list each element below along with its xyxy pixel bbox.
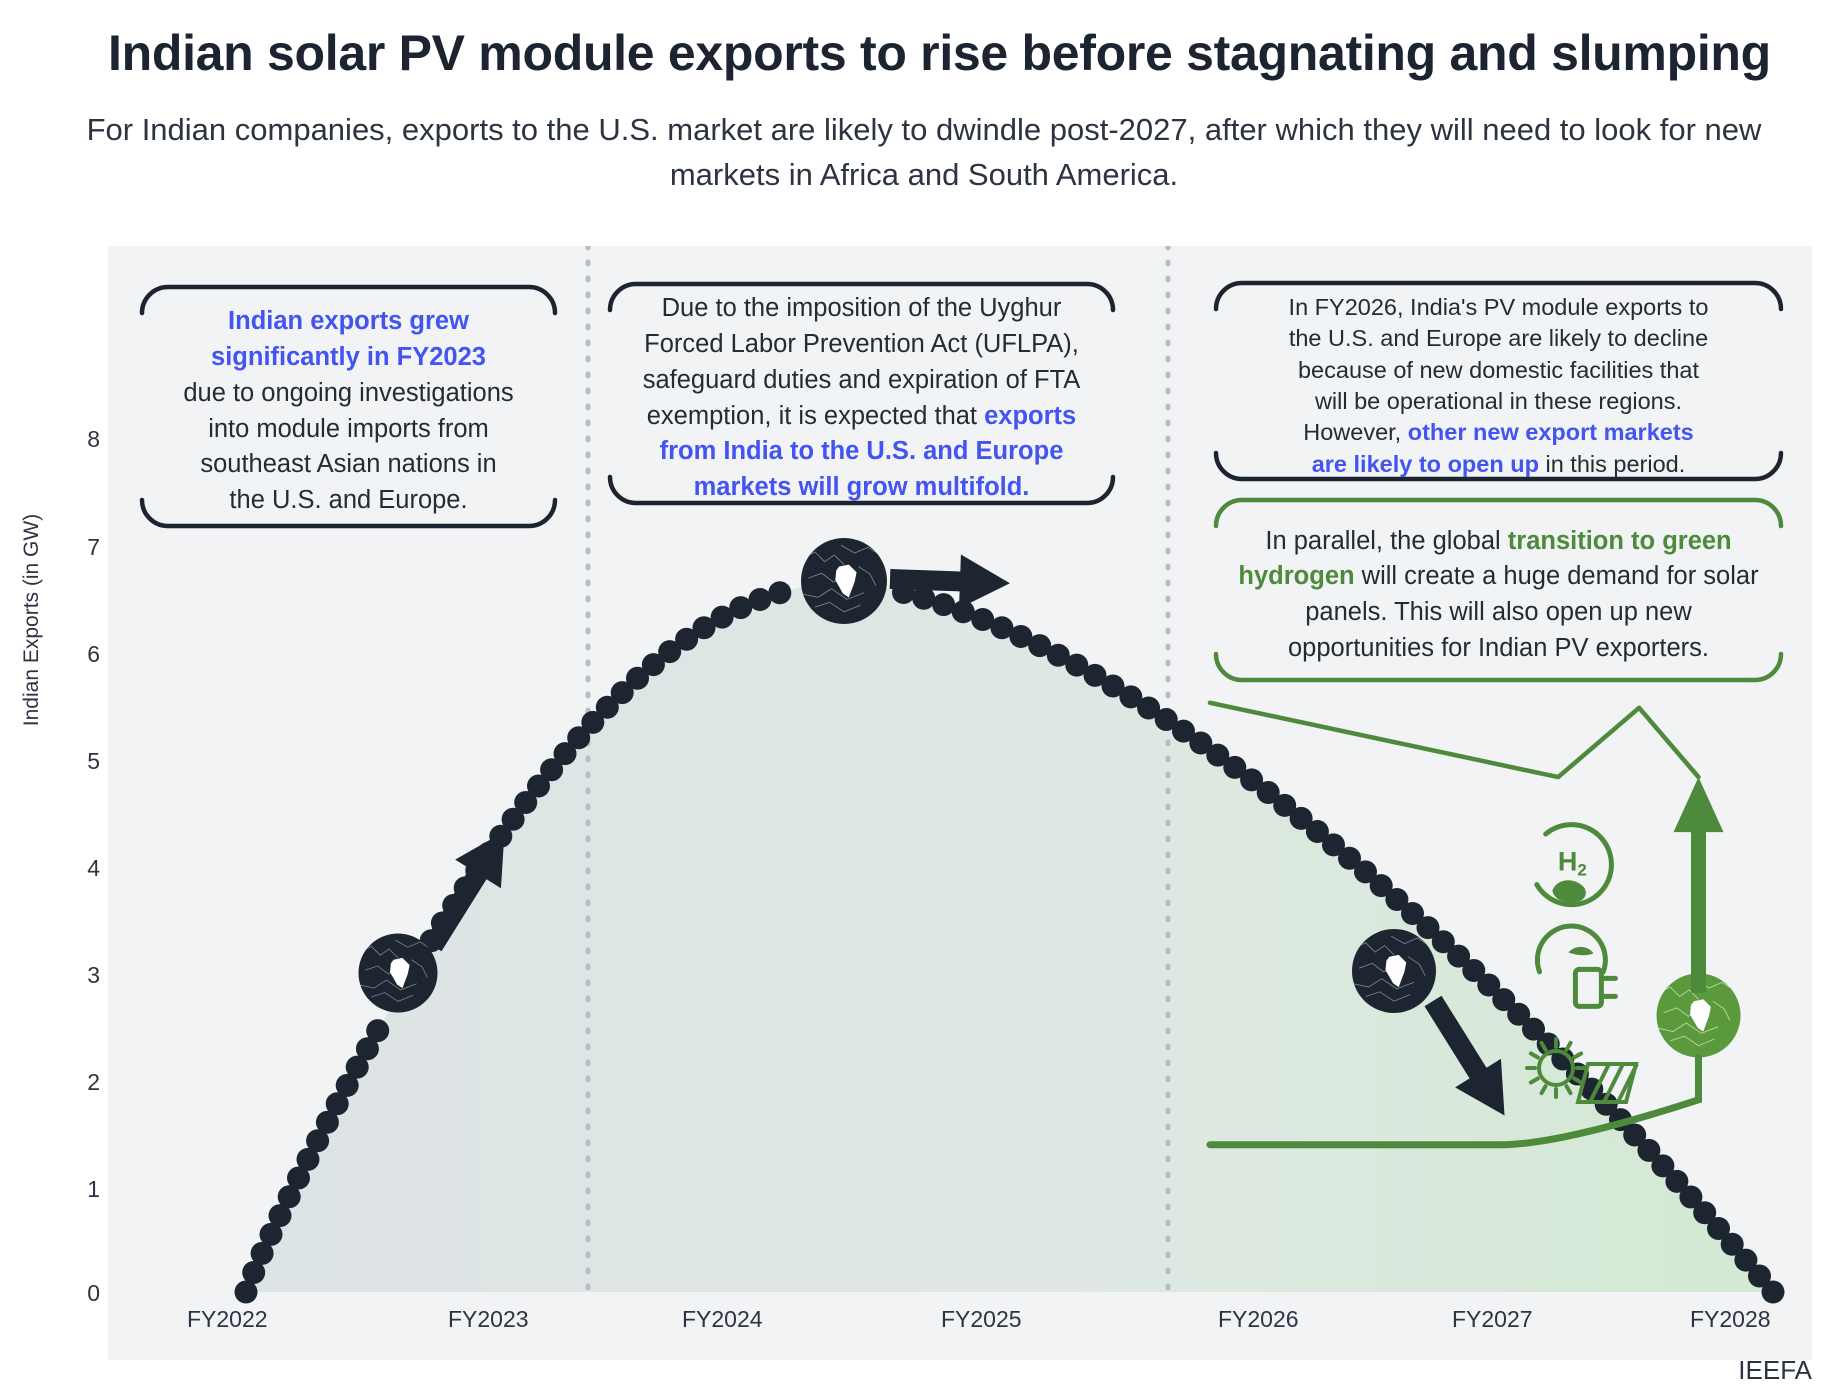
- svg-text:H2: H2: [1558, 847, 1587, 880]
